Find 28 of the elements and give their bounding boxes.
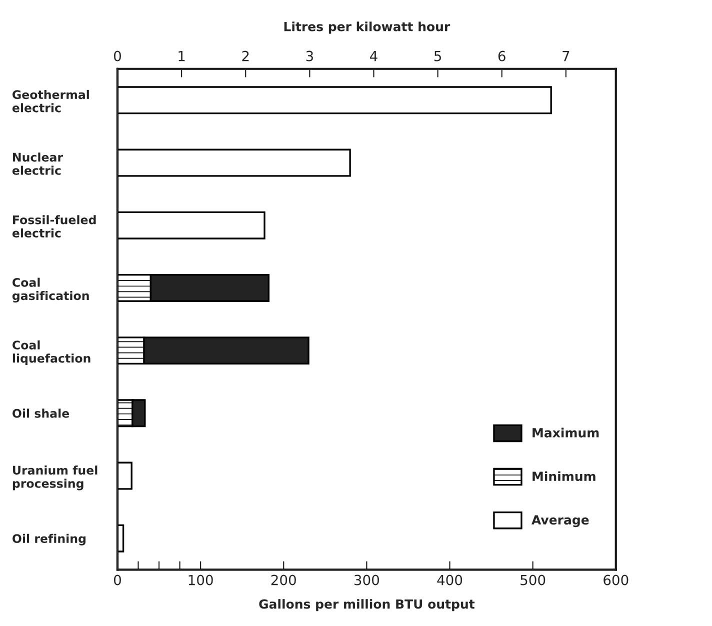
x-tick-label: 100 — [188, 574, 213, 586]
y-tick-label: Fossil-fueled electric — [12, 215, 96, 238]
y-tick-label: Geothermal electric — [12, 90, 89, 112]
x-tick-label: 500 — [520, 574, 546, 586]
x-tick-label: 200 — [271, 574, 296, 586]
x-tick-label: 300 — [354, 574, 380, 586]
y-tick-label: Uranium fuel processing — [12, 466, 98, 490]
y-tick-label: Nuclear electric — [12, 152, 64, 175]
x2-tick-label: 1 — [178, 50, 185, 62]
x-tick-label: 400 — [437, 574, 462, 586]
legend-label: Maximum — [532, 428, 599, 438]
x-tick-label: 600 — [604, 574, 628, 586]
x-tick-label: 0 — [114, 574, 121, 586]
x2-axis-title: Litres per kilowatt hour — [284, 22, 450, 34]
x2-tick-label: 7 — [562, 50, 570, 62]
x-axis-title: Gallons per million BTU output — [259, 599, 475, 612]
y-tick-label: Coal liquefaction — [12, 340, 90, 366]
x2-tick-label: 6 — [498, 50, 506, 62]
x2-tick-label: 2 — [242, 50, 249, 62]
y-tick-label: Oil shale — [12, 408, 70, 418]
x2-tick-label: 4 — [370, 50, 378, 62]
legend-label: Minimum — [532, 471, 596, 482]
x2-tick-label: 5 — [434, 50, 441, 62]
y-tick-label: Coal gasification — [12, 278, 89, 302]
y-tick-label: Oil refining — [12, 534, 86, 546]
x2-tick-label: 3 — [306, 50, 313, 62]
x2-tick-label: 0 — [114, 50, 121, 62]
legend-label: Average — [532, 515, 589, 528]
